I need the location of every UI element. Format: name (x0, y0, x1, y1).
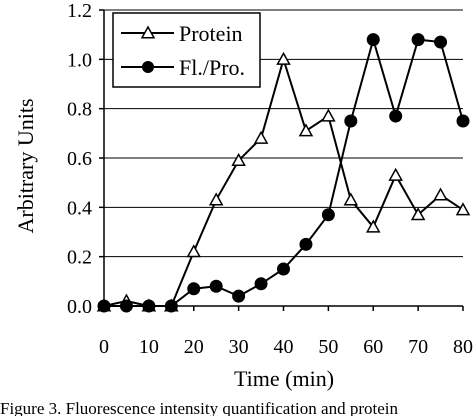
legend-marker-circle (142, 61, 154, 73)
data-point (164, 299, 178, 313)
y-tick-label: 0.4 (67, 197, 92, 219)
data-point (344, 114, 358, 128)
legend-box (112, 12, 261, 88)
x-tick-label: 10 (139, 336, 159, 358)
data-point (366, 33, 380, 47)
data-point (389, 109, 403, 123)
series-fl-pro (97, 33, 470, 313)
y-axis-label: Arbitrary Units (13, 98, 38, 233)
legend-marker-triangle (140, 25, 156, 39)
y-tick-label: 0.6 (67, 148, 92, 170)
x-tick-label: 0 (99, 336, 109, 358)
x-tick-label: 70 (408, 336, 428, 358)
data-point (365, 219, 381, 233)
y-tick-label: 0.0 (67, 296, 92, 318)
data-point (277, 262, 290, 276)
data-point (231, 152, 246, 167)
data-point (456, 114, 470, 128)
x-tick-label: 60 (363, 336, 383, 358)
x-tick-label: 30 (229, 336, 249, 358)
data-point (388, 167, 403, 181)
x-axis-label: Time (min) (234, 366, 334, 391)
x-tick-label: 20 (184, 336, 204, 358)
data-point (232, 289, 246, 303)
legend-label: Fl./Pro. (179, 55, 245, 80)
data-point (186, 244, 202, 258)
data-point (187, 282, 201, 296)
data-point (321, 108, 336, 122)
data-point (343, 192, 359, 206)
x-tick-label: 80 (453, 336, 473, 358)
y-tick-label: 1.0 (67, 49, 92, 71)
data-point (254, 277, 268, 291)
series-layer (96, 33, 471, 313)
data-point (455, 202, 471, 216)
data-point (433, 187, 448, 201)
data-point (119, 299, 133, 313)
x-tick-labels: 0 10 20 30 40 50 60 70 80 (99, 336, 473, 358)
x-tick-label: 50 (318, 336, 338, 358)
y-tick-label: 1.2 (67, 0, 92, 22)
data-point (142, 299, 156, 313)
data-point (208, 192, 224, 206)
x-tick-label: 40 (274, 336, 294, 358)
data-point (410, 207, 426, 221)
y-tick-label: 0.8 (67, 99, 92, 121)
data-point (253, 130, 269, 144)
legend: Protein Fl./Pro. (112, 12, 261, 88)
legend-label: Protein (179, 21, 243, 46)
y-tick-labels: 0.0 0.2 0.4 0.6 0.8 1.0 1.2 (67, 0, 92, 318)
data-point (276, 51, 291, 65)
data-point (97, 299, 111, 313)
data-point (299, 237, 313, 251)
data-point (298, 123, 314, 137)
figure-caption: Figure 3. Fluorescence intensity quantif… (0, 399, 398, 416)
data-point (321, 208, 335, 222)
data-point (209, 279, 223, 293)
data-point (434, 35, 448, 49)
y-tick-label: 0.2 (67, 247, 92, 269)
data-point (411, 33, 425, 47)
